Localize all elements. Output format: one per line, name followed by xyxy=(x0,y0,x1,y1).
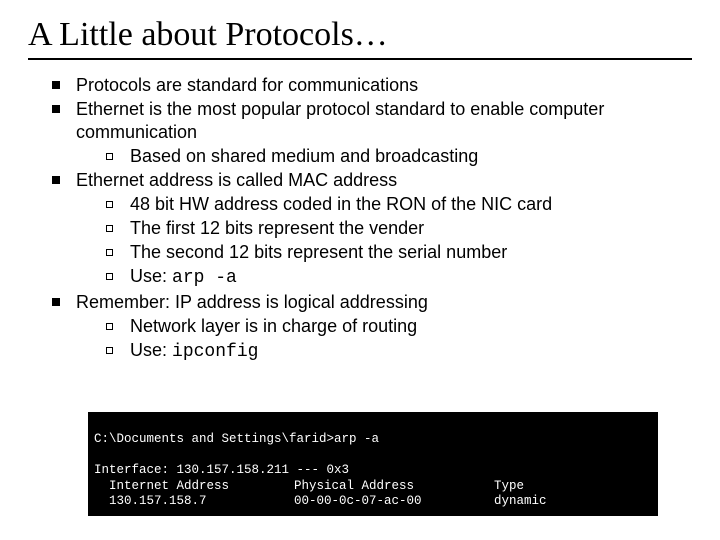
bullet-item: Remember: IP address is logical addressi… xyxy=(52,291,692,364)
bullet-text: 48 bit HW address coded in the RON of th… xyxy=(130,194,552,214)
sub-bullet-list: 48 bit HW address coded in the RON of th… xyxy=(76,193,692,290)
bullet-list: Protocols are standard for communication… xyxy=(28,74,692,364)
sub-bullet-item: Based on shared medium and broadcasting xyxy=(106,145,692,168)
bullet-text: Ethernet address is called MAC address xyxy=(76,170,397,190)
bullet-text: Use: xyxy=(130,340,172,360)
title-rule xyxy=(28,58,692,60)
sub-bullet-item: The second 12 bits represent the serial … xyxy=(106,241,692,264)
terminal-cell: 130.157.158.7 xyxy=(94,494,294,510)
inline-code: ipconfig xyxy=(172,342,258,362)
slide: A Little about Protocols… Protocols are … xyxy=(0,0,720,540)
bullet-text: Based on shared medium and broadcasting xyxy=(130,146,478,166)
bullet-text: Use: xyxy=(130,266,172,286)
terminal-cell: Physical Address xyxy=(294,479,494,495)
sub-bullet-list: Based on shared medium and broadcasting xyxy=(76,145,692,168)
terminal-row: Internet AddressPhysical AddressType xyxy=(94,479,652,495)
inline-code: arp -a xyxy=(172,268,237,288)
sub-bullet-item: Use: arp -a xyxy=(106,265,692,290)
sub-bullet-item: 48 bit HW address coded in the RON of th… xyxy=(106,193,692,216)
sub-bullet-item: Use: ipconfig xyxy=(106,339,692,364)
terminal-output: C:\Documents and Settings\farid>arp -a I… xyxy=(88,412,658,516)
terminal-line: C:\Documents and Settings\farid>arp -a xyxy=(94,432,379,446)
bullet-text: Network layer is in charge of routing xyxy=(130,316,417,336)
bullet-text: Remember: IP address is logical addressi… xyxy=(76,292,428,312)
bullet-text: Protocols are standard for communication… xyxy=(76,75,418,95)
bullet-text: The second 12 bits represent the serial … xyxy=(130,242,507,262)
sub-bullet-item: Network layer is in charge of routing xyxy=(106,315,692,338)
sub-bullet-list: Network layer is in charge of routing Us… xyxy=(76,315,692,364)
sub-bullet-item: The first 12 bits represent the vender xyxy=(106,217,692,240)
terminal-row: 130.157.158.700-00-0c-07-ac-00dynamic xyxy=(94,494,652,510)
terminal-cell: Type xyxy=(494,479,652,495)
terminal-cell: 00-00-0c-07-ac-00 xyxy=(294,494,494,510)
bullet-item: Ethernet address is called MAC address 4… xyxy=(52,169,692,290)
slide-title: A Little about Protocols… xyxy=(28,16,692,54)
terminal-cell: Internet Address xyxy=(94,479,294,495)
bullet-item: Ethernet is the most popular protocol st… xyxy=(52,98,692,168)
bullet-item: Protocols are standard for communication… xyxy=(52,74,692,97)
bullet-text: Ethernet is the most popular protocol st… xyxy=(76,99,604,142)
terminal-line: Interface: 130.157.158.211 --- 0x3 xyxy=(94,463,349,477)
terminal-cell: dynamic xyxy=(494,494,652,510)
bullet-text: The first 12 bits represent the vender xyxy=(130,218,424,238)
